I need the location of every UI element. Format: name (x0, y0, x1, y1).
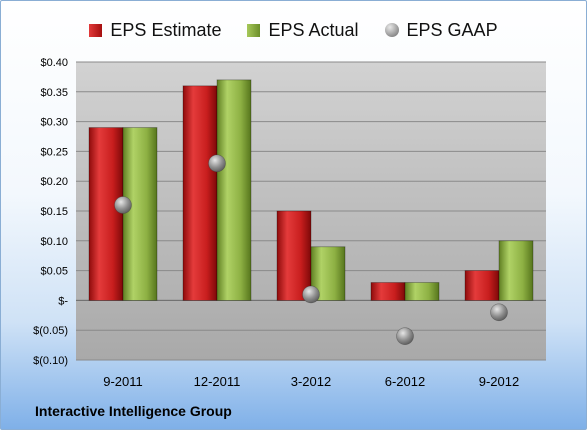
y-tick-label: $0.15 (40, 206, 68, 218)
legend-item-estimate: EPS Estimate (89, 20, 221, 41)
y-tick-label: $0.05 (40, 266, 68, 278)
y-tick-label: $(0.10) (33, 355, 68, 367)
y-tick-label: $0.10 (40, 236, 68, 248)
legend-item-actual: EPS Actual (247, 19, 359, 41)
legend-actual-label: EPS Actual (268, 19, 359, 40)
x-tick-label: 9-2011 (103, 374, 143, 389)
eps-estimate-bar (464, 270, 500, 301)
company-name: Interactive Intelligence Group (35, 403, 232, 419)
y-tick-label: $0.40 (40, 57, 68, 69)
y-tick-label: $0.20 (40, 176, 68, 188)
y-tick-label: $0.35 (40, 87, 68, 99)
legend-item-gaap: EPS GAAP (384, 19, 498, 41)
eps-gaap-marker (490, 303, 508, 322)
y-axis-ticks: $(0.10) $(0.05) $- $0.05 $0.10 $0.15 $0.20 $0.2… (33, 57, 68, 367)
legend: EPS Estimate EPS Actual EPS GAAP (1, 15, 586, 45)
eps-gaap-marker (302, 285, 320, 304)
eps-gaap-marker (208, 154, 226, 173)
eps-actual-bar (404, 282, 440, 301)
eps-estimate-bar (182, 85, 218, 301)
legend-gaap-label: EPS GAAP (406, 19, 498, 40)
y-tick-label: $0.30 (40, 117, 68, 129)
actual-swatch-icon (247, 23, 261, 37)
gaap-marker-icon (384, 23, 399, 37)
eps-actual-bar (498, 240, 534, 301)
x-tick-label: 12-2011 (194, 374, 241, 389)
eps-gaap-marker (396, 327, 414, 345)
estimate-swatch-icon (89, 23, 103, 37)
x-tick-label: 9-2012 (479, 374, 519, 389)
legend-estimate-label: EPS Estimate (110, 19, 222, 40)
eps-estimate-bar (88, 127, 124, 301)
eps-estimate-bar (370, 282, 406, 301)
gaap-markers (114, 154, 508, 345)
x-tick-label: 6-2012 (385, 374, 425, 389)
x-axis-labels: 9-2011 12-2011 3-2012 6-2012 9-2012 (103, 374, 519, 389)
eps-actual-bar (122, 127, 158, 301)
x-tick-label: 3-2012 (291, 374, 331, 389)
bars (88, 79, 534, 301)
eps-actual-bar (216, 79, 252, 301)
eps-estimate-bar (276, 210, 312, 301)
eps-gaap-marker (114, 196, 132, 214)
y-tick-label: $(0.05) (33, 325, 68, 337)
y-tick-label: $0.25 (40, 146, 68, 158)
y-tick-label: $- (58, 295, 68, 307)
